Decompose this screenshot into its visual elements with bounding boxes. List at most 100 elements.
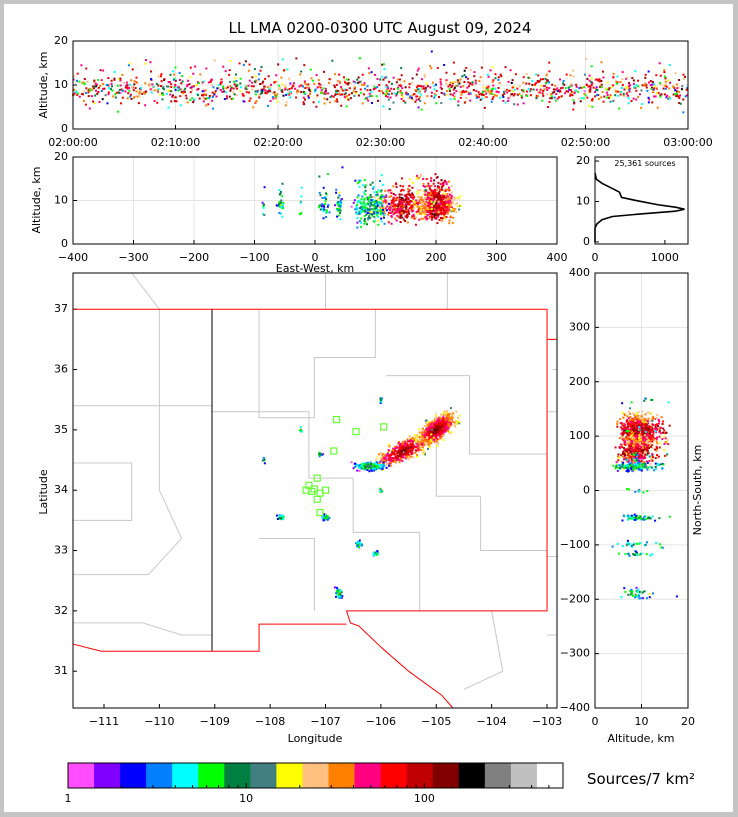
map-source-point: [407, 446, 410, 449]
time-source-point: [665, 85, 668, 88]
ew-source-point: [429, 207, 432, 210]
ns-source-point: [648, 425, 651, 428]
time-source-point: [386, 92, 389, 95]
time-source-point: [655, 86, 658, 89]
map-source-point: [378, 462, 381, 465]
map-source-point: [392, 452, 395, 455]
ew-source-point: [391, 208, 394, 211]
time-source-point: [223, 98, 226, 101]
map-source-point: [393, 459, 396, 462]
time-source-point: [651, 83, 654, 86]
map-source-point: [397, 442, 400, 445]
ns-source-point: [635, 462, 638, 465]
ns-source-point: [616, 425, 619, 428]
time-source-point: [300, 90, 303, 93]
time-source-point: [213, 93, 216, 96]
map-source-point: [425, 439, 428, 442]
ew-source-point: [400, 205, 403, 208]
ew-source-point: [429, 185, 432, 188]
time-source-point: [502, 99, 505, 102]
map-source-point: [422, 448, 425, 451]
ew-source-point: [459, 195, 462, 198]
time-source-point: [656, 106, 659, 109]
time-source-point: [492, 84, 495, 87]
time-source-point: [489, 69, 492, 72]
ew-source-point: [448, 193, 451, 196]
ns-source-point: [630, 427, 633, 430]
ew-source-point: [405, 206, 408, 209]
ns-source-point: [621, 431, 624, 434]
ns-source-point: [626, 436, 629, 439]
map-source-point: [409, 439, 412, 442]
ns-source-point: [617, 466, 620, 469]
time-source-point: [323, 97, 326, 100]
time-source-point: [334, 93, 337, 96]
time-source-point: [254, 75, 257, 78]
time-source-point: [485, 87, 488, 90]
time-source-point: [315, 105, 318, 108]
ns-source-point: [648, 427, 651, 430]
map-source-point: [410, 438, 413, 441]
ew-source-point: [407, 190, 410, 193]
time-source-point: [248, 79, 251, 82]
ew-source-point: [363, 214, 366, 217]
map-source-point: [399, 453, 402, 456]
ns-source-point: [652, 424, 655, 427]
time-source-point: [126, 97, 129, 100]
ew-source-point: [439, 196, 442, 199]
time-source-point: [548, 100, 551, 103]
time-source-point: [411, 98, 414, 101]
ns-source-point: [632, 428, 635, 431]
time-source-point: [76, 93, 79, 96]
ew-source-point: [394, 217, 397, 220]
ns-source-point: [626, 441, 629, 444]
time-source-point: [347, 98, 350, 101]
map-source-point: [412, 437, 415, 440]
ew-source-point: [376, 198, 379, 201]
ns-source-point: [635, 425, 638, 428]
ew-source-point: [404, 206, 407, 209]
time-source-point: [392, 101, 395, 104]
map-source-point: [443, 420, 446, 423]
map-source-point: [454, 420, 457, 423]
time-source-point: [361, 73, 364, 76]
time-source-point: [622, 92, 625, 95]
time-source-point: [445, 82, 448, 85]
ns-source-point: [635, 428, 638, 431]
ew-source-point: [451, 221, 454, 224]
ew-source-point: [384, 208, 387, 211]
time-source-point: [516, 87, 519, 90]
time-source-point: [216, 87, 219, 90]
ns-source-point: [646, 438, 649, 441]
time-source-point: [213, 59, 216, 62]
time-source-point: [583, 73, 586, 76]
ew-source-point: [419, 207, 422, 210]
ew-source-point: [395, 211, 398, 214]
map-source-point: [442, 418, 445, 421]
ew-source-point: [440, 179, 443, 182]
time-source-point: [217, 83, 220, 86]
ew-source-point: [438, 218, 441, 221]
ew-source-point: [360, 217, 363, 220]
map-source-point: [437, 418, 440, 421]
time-source-point: [623, 88, 626, 91]
time-source-point: [416, 69, 419, 72]
map-source-point: [434, 421, 437, 424]
time-source-point: [246, 88, 249, 91]
ew-source-point: [400, 213, 403, 216]
time-source-point: [320, 89, 323, 92]
time-source-point: [542, 94, 545, 97]
time-source-point: [302, 96, 305, 99]
time-source-point: [82, 93, 85, 96]
ns-source-point: [632, 468, 635, 471]
map-source-point: [435, 423, 438, 426]
time-source-point: [449, 98, 452, 101]
time-source-point: [309, 90, 312, 93]
time-source-point: [678, 101, 681, 104]
ew-source-point: [398, 193, 401, 196]
time-source-point: [541, 99, 544, 102]
ew-source-point: [368, 212, 371, 215]
time-source-point: [284, 104, 287, 107]
ns-source-point: [626, 440, 629, 443]
time-source-point: [393, 92, 396, 95]
